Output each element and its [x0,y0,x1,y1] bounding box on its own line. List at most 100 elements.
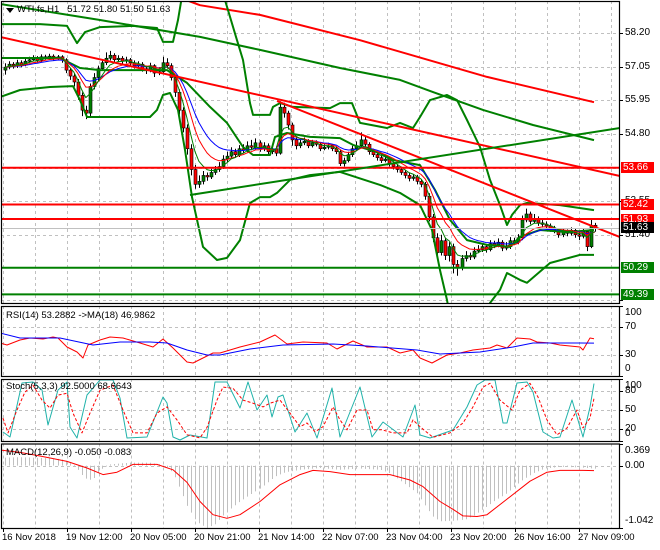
price-axis-label: 51.40 [625,228,651,240]
price-axis-label: 58.20 [625,27,651,38]
macd-histogram [5,457,596,528]
stoch-indicator-label: Stoch(5,3,3) 92.5000 68.6643 [6,381,132,392]
stoch-panel-frame [0,378,621,443]
price-tag: 49.39 [621,288,654,300]
candle-bearish [205,172,210,181]
candle-bullish [524,208,529,223]
price-tag: 51.93 [621,213,654,225]
candle-bearish [181,107,186,133]
price-tag: 52.42 [621,199,654,210]
time-axis-label: 19 Nov 12:00 [66,532,123,543]
macd-panel-frame [0,443,621,530]
stoch-main-line [2,379,595,441]
macd-axis-label: -1.042 [625,515,654,526]
stoch-axis-label: 50 [625,404,637,415]
symbol-title: WTI.fs,H1 51.72 51.80 51.50 51.63 [17,4,170,16]
candle-bullish [221,155,226,169]
trendline-red-lower[interactable] [276,100,620,239]
bollinger-lower-band [1,85,594,303]
rsi-indicator-label: RSI(14) 53.2882 ->MA(18) 46.9862 [6,310,156,321]
candle-bullish [116,55,121,63]
candle-bullish [346,151,351,163]
stoch-axis-label: 80 [625,385,637,397]
candlesticks [3,50,598,276]
candle-bullish [278,101,283,155]
rsi-panel-frame [0,305,621,378]
candle-bearish [363,136,368,148]
rsi-axis-label: 0 [625,363,631,374]
ma-green-line [4,57,596,257]
candle-bearish [249,139,254,151]
candle-bearish [536,216,541,226]
candle-bullish [108,50,113,61]
candle-bearish [112,53,117,63]
rsi-axis-label: 30 [625,349,637,360]
ma-blue-line [4,59,595,245]
time-axis-label: 22 Nov 07:00 [322,532,379,543]
stoch-axis-label: 100 [625,380,642,391]
long-ma-green-line [1,3,595,142]
long-ma-red-line [185,1,595,104]
candle-bullish [124,56,129,64]
candle-bearish [286,110,291,130]
stoch-panel[interactable] [1,379,620,441]
main-panel-frame [0,0,621,305]
candle-bearish [72,73,77,87]
stoch-signal-line [2,382,595,439]
candle-bullish [88,83,93,118]
macd-indicator-label: MACD(12,26,9) -0.050 -0.083 [6,447,132,458]
trendline-red-upper[interactable] [0,36,620,177]
triangle-down-icon[interactable] [6,8,14,13]
macd-panel[interactable] [0,443,620,529]
macd-axis-label: 0.00 [625,459,645,471]
macd-signal-line [1,449,595,519]
candle-bearish [528,211,533,225]
trendline-green-support[interactable] [189,127,620,196]
candle-bullish [7,61,12,70]
macd-axis-label: 0.369 [625,444,651,456]
candle-bearish [443,237,448,260]
price-tag: 51.63 [621,222,654,234]
candle-bullish [96,65,101,81]
candle-bullish [229,147,234,159]
candle-bullish [447,242,452,262]
candle-bearish [403,170,408,179]
candle-bearish [189,144,194,176]
rsi-axis-label: 100 [625,307,642,318]
rsi-ma-line [1,332,595,356]
price-tag: 50.29 [621,262,654,274]
price-axis-label: 55.95 [625,93,651,105]
time-axis-label: 20 Nov 05:00 [130,532,187,543]
candle-bullish [104,52,109,66]
candle-bullish [298,139,303,149]
candle-bullish [197,175,202,188]
rsi-line [1,334,595,364]
candle-bearish [233,148,238,158]
price-axis-label: 54.80 [625,127,651,139]
main-chart-panel[interactable] [0,0,620,345]
candle-bullish [342,157,347,167]
time-axis-label: 20 Nov 21:00 [194,532,251,543]
candle-bullish [225,151,230,163]
candle-bullish [439,234,444,256]
time-axis-label: 27 Nov 09:00 [578,532,635,543]
price-axis-label: 57.05 [625,61,651,73]
candle-bearish [120,56,125,65]
candle-bullish [15,59,20,69]
time-axis-label: 21 Nov 14:00 [258,532,315,543]
rsi-panel[interactable] [0,306,620,376]
stoch-axis-label: 0 [625,428,631,439]
price-tag: 53.66 [621,162,654,174]
candle-bullish [411,173,416,181]
candle-bullish [201,170,206,185]
time-axis-label: 23 Nov 04:00 [386,532,443,543]
time-axis-label: 16 Nov 2018 [2,532,56,543]
symbol-timeframe: WTI.fs,H1 [17,4,60,15]
time-axis-label: 26 Nov 16:00 [514,532,571,543]
time-axis-label: 23 Nov 20:00 [450,532,507,543]
ohlc-values: 51.72 51.80 51.50 51.63 [67,4,171,15]
candle-bearish [68,68,73,80]
candle-bearish [338,149,343,166]
